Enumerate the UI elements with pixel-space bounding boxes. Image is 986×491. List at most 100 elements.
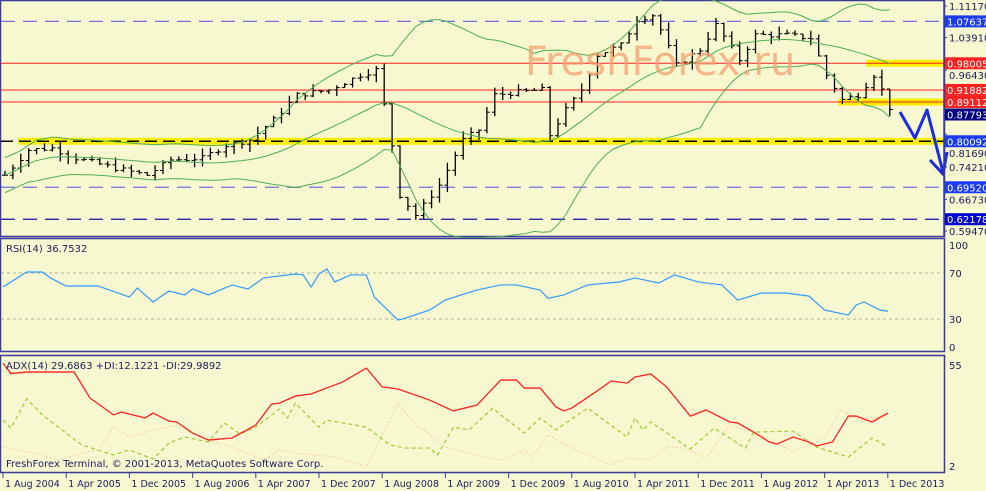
forecast-arrow	[898, 108, 945, 173]
rsi-line	[2, 268, 888, 321]
price-label-box	[945, 83, 986, 96]
adx-panel[interactable]: 55 2	[0, 354, 962, 474]
price-axis-label: 0.59470	[949, 227, 986, 238]
price-bar	[444, 162, 451, 193]
price-bar	[562, 103, 569, 127]
rsi-axis-label: 0	[949, 343, 955, 354]
adx-series-adx	[2, 362, 889, 447]
price-axis-label: 1.11170	[949, 2, 986, 13]
price-bar	[626, 30, 633, 44]
price-bar	[223, 143, 230, 158]
price-bar	[397, 145, 403, 199]
price-bar	[436, 178, 443, 203]
time-axis-label: 1 Dec 2013	[890, 479, 945, 490]
price-label-box	[945, 135, 986, 148]
price-bar	[713, 17, 719, 42]
price-bar	[231, 140, 238, 155]
price-bar	[878, 69, 885, 96]
price-bar	[886, 88, 893, 117]
price-bar	[120, 164, 127, 173]
price-bar	[428, 190, 435, 209]
time-axis-label: 1 Apr 2007	[258, 479, 311, 490]
price-bar	[855, 92, 862, 102]
price-bar	[697, 48, 704, 57]
price-bar	[381, 63, 388, 107]
time-axis-label: 1 Aug 2006	[195, 479, 250, 490]
price-bar	[555, 118, 561, 139]
price-bar	[665, 22, 672, 49]
price-label: 0.69520	[947, 183, 986, 194]
price-bar	[618, 42, 625, 51]
price-bar	[112, 157, 119, 173]
price-bar	[199, 148, 206, 167]
price-label: 0.98005	[947, 59, 986, 70]
price-bar	[657, 14, 664, 35]
price-bar	[539, 83, 546, 91]
price-bar	[610, 43, 617, 57]
price-bar	[547, 86, 554, 141]
price-bar	[341, 83, 348, 89]
rsi-axis-label: 70	[949, 269, 962, 280]
rsi-axis-label: 30	[949, 315, 962, 326]
price-label-box	[945, 57, 986, 70]
price-bar	[602, 52, 609, 57]
price-bar	[207, 147, 214, 161]
price-label: 0.89112	[947, 98, 986, 109]
price-label-box	[945, 213, 986, 226]
time-axis-label: 1 Dec 2007	[321, 479, 376, 490]
price-bar	[302, 92, 309, 101]
rsi-panel[interactable]: 100 70 30 0	[0, 237, 969, 355]
time-axis-label: 1 Dec 2005	[131, 479, 186, 490]
price-bar	[468, 127, 475, 145]
price-bar	[570, 96, 577, 111]
copyright-text: FreshForex Terminal, © 2001-2013, MetaQu…	[6, 459, 323, 470]
price-bar	[483, 107, 490, 134]
price-bar	[365, 69, 372, 81]
price-label-box	[945, 181, 986, 194]
price-bar	[57, 140, 64, 162]
watermark: FreshForex.ru	[525, 39, 795, 85]
price-bar	[491, 87, 498, 117]
price-bar	[784, 29, 791, 35]
price-bar	[270, 115, 277, 128]
price-label-box	[945, 95, 986, 108]
rsi-axis-label: 100	[949, 241, 968, 252]
adx-series-plus-di	[2, 397, 889, 460]
price-bar	[673, 39, 680, 66]
price-bar	[720, 22, 727, 42]
price-bar	[799, 33, 806, 42]
price-bar	[325, 89, 332, 94]
price-bar	[641, 15, 648, 24]
price-bar	[333, 85, 340, 97]
price-bar	[215, 149, 222, 156]
price-bar	[73, 153, 80, 165]
price-bar	[412, 203, 419, 220]
price-label-box	[945, 108, 986, 121]
price-bar	[792, 30, 798, 36]
price-bar	[776, 26, 783, 41]
price-bar	[531, 87, 538, 91]
price-bar	[515, 84, 522, 97]
time-axis-label: 1 Apr 2013	[827, 479, 880, 490]
price-label: 0.80092	[947, 137, 986, 148]
adx-panel-frame	[0, 354, 946, 474]
price-bar	[823, 54, 830, 80]
price-bar	[286, 95, 293, 116]
price-bar	[460, 131, 467, 160]
price-bar	[136, 170, 143, 175]
price-bar	[649, 14, 656, 26]
price-bar	[404, 196, 411, 211]
time-axis-label: 1 Apr 2005	[68, 479, 121, 490]
bollinger-lower-band	[4, 63, 891, 239]
adx-axis-label: 2	[949, 462, 955, 473]
adx-series-minus-di	[2, 402, 888, 468]
time-axis: 1 Aug 2004 1 Apr 2005 1 Dec 2005 1 Aug 2006…	[2, 473, 945, 490]
time-axis-label: 1 Dec 2011	[700, 479, 755, 490]
price-bar	[586, 73, 593, 95]
price-bar	[681, 60, 688, 64]
